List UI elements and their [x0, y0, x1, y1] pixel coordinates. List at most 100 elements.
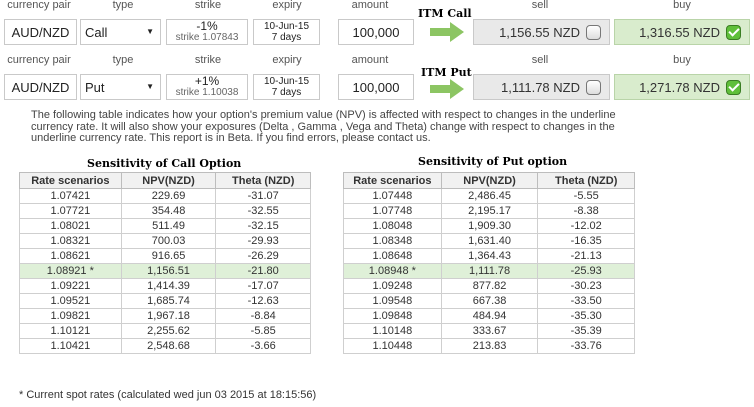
rate-cell: 1.08321: [19, 233, 122, 249]
column-header-npv: NPV(NZD): [120, 172, 217, 189]
put-expiry-days: 7 days: [271, 87, 302, 98]
rate-cell: 1.09821: [19, 308, 122, 324]
column-header-theta: Theta (NZD): [537, 172, 635, 189]
npv-cell: 1,909.30: [440, 218, 539, 234]
call-currency-pair[interactable]: AUD/NZD: [4, 19, 77, 45]
table-row: 1.10421 2,548.68 -3.66: [19, 338, 311, 354]
npv-cell: 511.49: [120, 218, 217, 234]
npv-cell: 1,685.74: [120, 293, 217, 309]
call-row: AUD/NZD Call ▼ -1% strike 1.07843 10-Jun…: [0, 7, 754, 47]
put-table-title: Sensitivity of Put option: [418, 155, 568, 168]
call-expiry-date: 10-Jun-15: [263, 21, 310, 32]
put-sell-checkbox[interactable]: [586, 79, 601, 95]
header-expiry: expiry: [272, 54, 302, 66]
rate-cell: 1.07448: [343, 188, 442, 204]
put-strike[interactable]: +1% strike 1.10038: [166, 74, 248, 100]
call-type-select[interactable]: Call ▼: [80, 19, 161, 45]
table-header-row: Rate scenarios NPV(NZD) Theta (NZD): [343, 172, 635, 189]
put-expiry-date: 10-Jun-15: [263, 76, 310, 87]
theta-cell: -21.80: [215, 263, 311, 279]
call-header-row: currency pair type strike expiry amount …: [0, 0, 754, 12]
theta-cell: -8.38: [537, 203, 635, 219]
call-strike[interactable]: -1% strike 1.07843: [166, 19, 248, 45]
theta-cell: -12.02: [537, 218, 635, 234]
npv-cell: 1,364.43: [440, 248, 539, 264]
call-type-value: Call: [85, 24, 108, 40]
theta-cell: -8.84: [215, 308, 311, 324]
table-row: 1.08048 1,909.30 -12.02: [343, 218, 635, 234]
put-buy-checkbox[interactable]: [726, 79, 741, 95]
put-buy-box[interactable]: 1,271.78 NZD: [614, 74, 750, 100]
put-sell-box[interactable]: 1,111.78 NZD: [473, 74, 610, 100]
put-currency-pair[interactable]: AUD/NZD: [4, 74, 77, 100]
table-row: 1.08648 1,364.43 -21.13: [343, 248, 635, 264]
footnote: * Current spot rates (calculated wed jun…: [19, 389, 317, 401]
put-type-value: Put: [85, 79, 105, 95]
call-sell-box[interactable]: 1,156.55 NZD: [473, 19, 610, 45]
header-sell: sell: [531, 0, 549, 11]
put-amount-input[interactable]: 100,000: [338, 74, 414, 100]
table-row: 1.09548 667.38 -33.50: [343, 293, 635, 309]
theta-cell: -12.63: [215, 293, 311, 309]
rate-cell: 1.09221: [19, 278, 122, 294]
npv-cell: 1,156.51: [120, 263, 217, 279]
npv-cell: 700.03: [120, 233, 217, 249]
put-type-select[interactable]: Put ▼: [80, 74, 161, 100]
table-row: 1.09821 1,967.18 -8.84: [19, 308, 311, 324]
rate-cell: 1.09848: [343, 308, 442, 324]
table-row: 1.07448 2,486.45 -5.55: [343, 188, 635, 204]
header-amount: amount: [351, 0, 389, 11]
arrow-right-icon: [430, 22, 464, 42]
theta-cell: -30.23: [537, 278, 635, 294]
npv-cell: 916.65: [120, 248, 217, 264]
rate-cell: 1.07748: [343, 203, 442, 219]
rate-cell: 1.09248: [343, 278, 442, 294]
call-expiry[interactable]: 10-Jun-15 7 days: [253, 19, 320, 45]
rate-cell: 1.10121: [19, 323, 122, 339]
npv-cell: 213.83: [440, 338, 539, 354]
theta-cell: -33.50: [537, 293, 635, 309]
rate-cell: 1.07421: [19, 188, 122, 204]
rate-cell: 1.10421: [19, 338, 122, 354]
theta-cell: -35.30: [537, 308, 635, 324]
call-sell-checkbox[interactable]: [586, 24, 601, 40]
header-currency-pair: currency pair: [7, 54, 71, 66]
rate-cell: 1.08921 *: [19, 263, 122, 279]
table-row: 1.09521 1,685.74 -12.63: [19, 293, 311, 309]
column-header-npv: NPV(NZD): [440, 172, 539, 189]
npv-cell: 1,111.78: [440, 263, 539, 279]
rate-cell: 1.08648: [343, 248, 442, 264]
theta-cell: -5.55: [537, 188, 635, 204]
theta-cell: -32.15: [215, 218, 311, 234]
call-buy-box[interactable]: 1,316.55 NZD: [614, 19, 750, 45]
header-buy: buy: [673, 54, 691, 66]
theta-cell: -25.93: [537, 263, 635, 279]
npv-cell: 1,967.18: [120, 308, 217, 324]
theta-cell: -16.35: [537, 233, 635, 249]
call-buy-price: 1,316.55 NZD: [639, 24, 720, 40]
npv-cell: 333.67: [440, 323, 539, 339]
arrow-right-icon: [430, 79, 464, 99]
table-row: 1.10448 213.83 -33.76: [343, 338, 635, 354]
chevron-down-icon: ▼: [146, 27, 154, 36]
table-row: 1.08921 * 1,156.51 -21.80: [19, 263, 311, 279]
theta-cell: -3.66: [215, 338, 311, 354]
header-amount: amount: [351, 54, 389, 66]
put-header-row: currency pair type strike expiry amount …: [0, 54, 754, 67]
put-expiry[interactable]: 10-Jun-15 7 days: [253, 74, 320, 100]
call-amount-input[interactable]: 100,000: [338, 19, 414, 45]
npv-cell: 1,631.40: [440, 233, 539, 249]
table-row: 1.07421 229.69 -31.07: [19, 188, 311, 204]
info-text: The following table indicates how your o…: [31, 109, 616, 144]
call-buy-checkbox[interactable]: [726, 24, 741, 40]
theta-cell: -32.55: [215, 203, 311, 219]
table-row: 1.07748 2,195.17 -8.38: [343, 203, 635, 219]
theta-cell: -33.76: [537, 338, 635, 354]
column-header-rate: Rate scenarios: [19, 172, 122, 189]
header-strike: strike: [194, 0, 222, 11]
table-row: 1.09848 484.94 -35.30: [343, 308, 635, 324]
npv-cell: 877.82: [440, 278, 539, 294]
table-row: 1.08021 511.49 -32.15: [19, 218, 311, 234]
itm-call-label: ITM Call: [418, 7, 472, 20]
rate-cell: 1.08348: [343, 233, 442, 249]
